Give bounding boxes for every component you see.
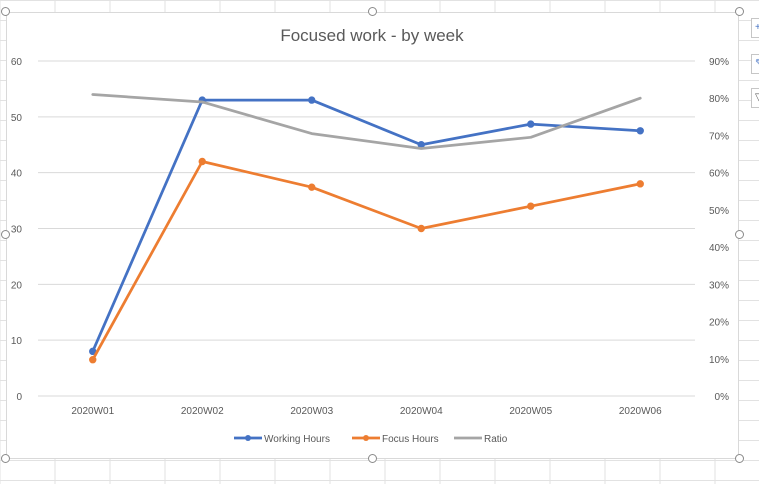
legend-label-working-hours[interactable]: Working Hours <box>264 434 330 445</box>
left-tick-label: 30 <box>11 225 23 236</box>
series-line-focus-hours[interactable] <box>91 160 642 362</box>
left-tick-label: 40 <box>11 169 23 180</box>
resize-handle-middle-left[interactable] <box>1 230 10 239</box>
chart-title[interactable]: Focused work - by week <box>280 26 464 45</box>
left-axis-ticks: 0 10 20 30 40 50 60 <box>11 57 23 403</box>
resize-handle-bottom-middle[interactable] <box>368 454 377 463</box>
right-tick-label: 90% <box>709 57 729 68</box>
right-tick-label: 20% <box>709 318 729 329</box>
x-tick-label: 2020W04 <box>400 406 443 417</box>
resize-handle-top-middle[interactable] <box>368 7 377 16</box>
right-axis-ticks: 0% 10% 20% 30% 40% 50% 60% 70% 80% 90% <box>709 57 729 403</box>
legend-marker-working-hours <box>245 435 251 441</box>
x-tick-label: 2020W05 <box>509 406 552 417</box>
series-line-working-hours[interactable] <box>91 98 642 353</box>
legend[interactable]: Working Hours Focus Hours Ratio <box>234 434 508 445</box>
legend-label-focus-hours[interactable]: Focus Hours <box>382 434 439 445</box>
data-point-focus-hours[interactable] <box>198 157 206 166</box>
x-tick-label: 2020W01 <box>71 406 114 417</box>
right-tick-label: 70% <box>709 131 729 142</box>
data-point-focus-hours[interactable] <box>89 356 97 364</box>
resize-handle-bottom-right[interactable] <box>735 454 744 463</box>
x-axis-ticks: 2020W01 2020W02 2020W03 2020W04 2020W05 2020W… <box>71 406 662 417</box>
right-tick-label: 80% <box>709 94 729 105</box>
left-tick-label: 0 <box>16 392 22 403</box>
right-tick-label: 40% <box>709 243 729 254</box>
resize-handle-top-left[interactable] <box>1 7 10 16</box>
right-tick-label: 30% <box>709 280 729 291</box>
resize-handle-top-right[interactable] <box>735 7 744 16</box>
right-tick-label: 50% <box>709 206 729 217</box>
filter-icon: ▽ <box>755 92 759 103</box>
series[interactable] <box>89 93 644 364</box>
resize-handle-middle-right[interactable] <box>735 230 744 239</box>
chart-elements-button[interactable]: + <box>751 18 759 38</box>
left-tick-label: 50 <box>11 113 23 124</box>
chart-styles-button[interactable]: ✎ <box>751 54 759 74</box>
data-point-focus-hours[interactable] <box>636 180 644 188</box>
legend-marker-focus-hours <box>363 435 369 441</box>
left-tick-label: 10 <box>11 336 23 347</box>
x-tick-label: 2020W03 <box>290 406 333 417</box>
left-tick-label: 60 <box>11 57 23 68</box>
left-tick-label: 20 <box>11 280 23 291</box>
data-point-working-hours[interactable] <box>527 120 535 128</box>
x-tick-label: 2020W02 <box>181 406 224 417</box>
data-point-focus-hours[interactable] <box>417 224 425 233</box>
legend-label-ratio[interactable]: Ratio <box>484 434 508 445</box>
x-tick-label: 2020W06 <box>619 406 662 417</box>
data-point-focus-hours[interactable] <box>527 202 535 210</box>
right-tick-label: 60% <box>709 169 729 180</box>
plus-icon: + <box>755 22 759 33</box>
chart-filters-button[interactable]: ▽ <box>751 88 759 108</box>
gridlines <box>38 60 695 397</box>
resize-handle-bottom-left[interactable] <box>1 454 10 463</box>
right-tick-label: 0% <box>715 392 730 403</box>
brush-icon: ✎ <box>755 57 759 71</box>
chart-area[interactable] <box>6 12 739 459</box>
series-line-ratio[interactable] <box>91 93 642 150</box>
data-point-working-hours[interactable] <box>636 127 644 135</box>
right-tick-label: 10% <box>709 355 729 366</box>
data-point-working-hours[interactable] <box>308 96 316 104</box>
data-point-focus-hours[interactable] <box>308 183 316 191</box>
